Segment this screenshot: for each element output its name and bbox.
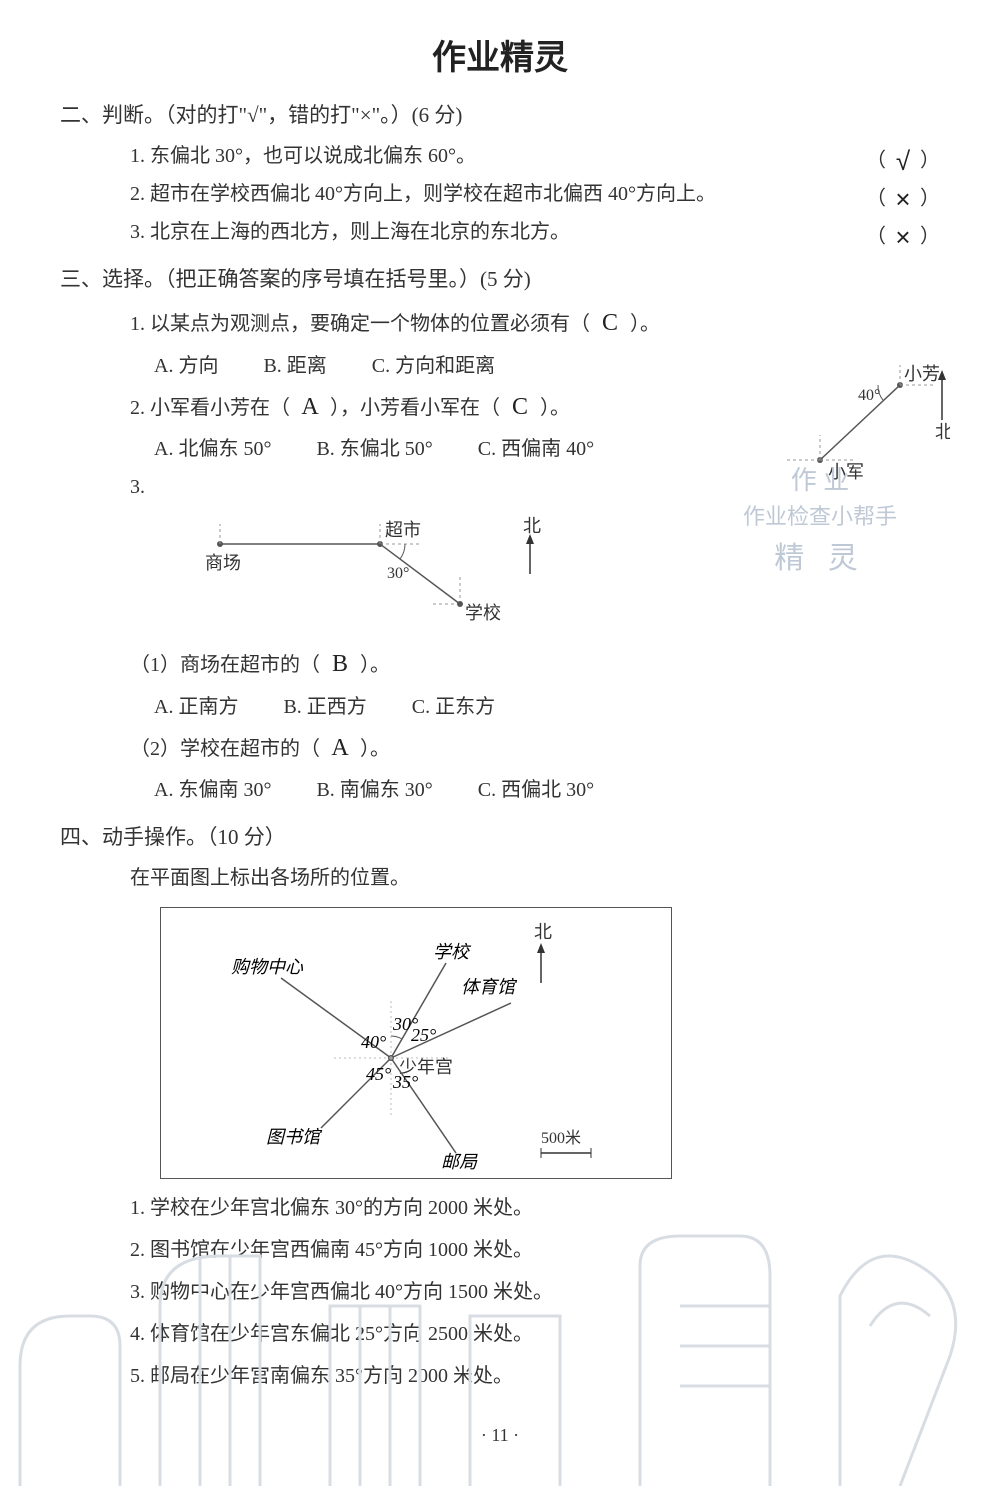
answer-mark: ×: [886, 213, 920, 262]
item-text: 图书馆在少年宫西偏南 45°方向 1000 米处。: [150, 1239, 533, 1261]
angle-label: 40°: [858, 387, 880, 404]
item-text: 小军看小芳在（: [150, 397, 290, 419]
xiaojun-label: 小军: [828, 462, 864, 482]
item-num: 1.: [130, 313, 145, 335]
opt-a: A. 正南方: [154, 688, 238, 726]
section-3-title: 三、选择。（把正确答案的序号填在括号里。）(5 分): [60, 263, 940, 293]
opt-b: B. 东偏北 50°: [316, 430, 432, 468]
opt-c: C. 正东方: [412, 688, 495, 726]
item-num: 2.: [130, 183, 145, 205]
section-2-title: 二、判断。（对的打"√"，错的打"×"。）(6 分): [60, 99, 940, 129]
post-label: 邮局: [441, 1152, 478, 1172]
xiaofang-label: 小芳: [904, 364, 940, 384]
s3-q3: 3. 30° 商场 超: [130, 468, 940, 809]
north-label: 北: [534, 922, 552, 942]
sub-label: （1）商场在超市的（: [130, 654, 320, 676]
opt-c: C. 西偏南 40°: [478, 430, 594, 468]
item-num: 5.: [130, 1365, 145, 1387]
opt-a: A. 北偏东 50°: [154, 430, 271, 468]
page-number: · 11 ·: [60, 1425, 940, 1446]
q2-diagram: 40° 小芳 小军 北: [760, 360, 950, 523]
s2-item-1: 1. 东偏北 30°，也可以说成北偏东 60°。 （√）: [130, 137, 940, 175]
compass-svg: 少年宫 北 500米 学校 体育馆 购物中心: [161, 908, 671, 1178]
section-2-items: 1. 东偏北 30°，也可以说成北偏东 60°。 （√） 2. 超市在学校西偏北…: [130, 137, 940, 251]
paren: （×）: [866, 213, 940, 262]
xuexiao-label: 学校: [465, 603, 501, 623]
answer-mark: A: [295, 385, 325, 431]
list-item: 2. 图书馆在少年宫西偏南 45°方向 1000 米处。: [130, 1231, 940, 1269]
a45: 45°: [366, 1064, 391, 1084]
item-text: 东偏北 30°，也可以说成北偏东 60°。: [150, 145, 476, 167]
options: A. 正南方 B. 正西方 C. 正东方: [154, 688, 940, 726]
tail: ）。: [360, 738, 390, 760]
opt-c: C. 西偏北 30°: [478, 771, 594, 809]
item-num: 3.: [130, 1281, 145, 1303]
library-label: 图书馆: [266, 1127, 323, 1147]
s2-item-2: 2. 超市在学校西偏北 40°方向上，则学校在超市北偏西 40°方向上。 （×）: [130, 175, 940, 213]
tail: ）。: [630, 313, 660, 335]
school-label: 学校: [433, 942, 472, 962]
north-label: 北: [935, 422, 950, 442]
chaoshi-label: 超市: [385, 520, 421, 540]
opt-a: A. 东偏南 30°: [154, 771, 271, 809]
item-text: 购物中心在少年宫西偏北 40°方向 1500 米处。: [150, 1281, 553, 1303]
page-root: 作业精灵 二、判断。（对的打"√"，错的打"×"。）(6 分) 1. 东偏北 3…: [0, 0, 1000, 1486]
section-4-title: 四、动手操作。（10 分）: [60, 821, 940, 851]
s4-list: 1. 学校在少年宫北偏东 30°的方向 2000 米处。 2. 图书馆在少年宫西…: [130, 1189, 940, 1395]
opt-b: B. 正西方: [283, 688, 366, 726]
mid: ），小芳看小军在（: [330, 397, 500, 419]
a35: 35°: [392, 1072, 418, 1092]
page-title: 作业精灵: [60, 30, 940, 79]
item-num: 3.: [130, 221, 145, 243]
item-text: 体育馆在少年宫东偏北 25°方向 2500 米处。: [150, 1323, 533, 1345]
compass-diagram: 少年宫 北 500米 学校 体育馆 购物中心: [160, 907, 672, 1179]
opt-b: B. 距离: [263, 347, 326, 385]
section-4-body: 在平面图上标出各场所的位置。 少年宫 北 500米 学校: [130, 859, 940, 1395]
tail: ）。: [360, 654, 390, 676]
s3-q3-sub1: （1）商场在超市的（ B ）。 A. 正南方 B. 正西方 C. 正东方: [130, 642, 940, 726]
answer-mark: C: [505, 385, 535, 431]
list-item: 1. 学校在少年宫北偏东 30°的方向 2000 米处。: [130, 1189, 940, 1227]
s2-item-3: 3. 北京在上海的西北方，则上海在北京的东北方。 （×）: [130, 213, 940, 251]
tail: ）。: [540, 397, 570, 419]
answer-mark: C: [595, 301, 625, 347]
s4-subtitle: 在平面图上标出各场所的位置。: [130, 859, 940, 897]
item-text: 北京在上海的西北方，则上海在北京的东北方。: [150, 221, 570, 243]
list-item: 5. 邮局在少年宫南偏东 35°方向 2000 米处。: [130, 1357, 940, 1395]
item-num: 1.: [130, 145, 145, 167]
options: A. 东偏南 30° B. 南偏东 30° C. 西偏北 30°: [154, 771, 940, 809]
q3-diagram: 30° 商场 超市 学校 北: [130, 514, 940, 634]
opt-c: C. 方向和距离: [372, 347, 495, 385]
gym-label: 体育馆: [461, 977, 518, 997]
opt-a: A. 方向: [154, 347, 218, 385]
list-item: 3. 购物中心在少年宫西偏北 40°方向 1500 米处。: [130, 1273, 940, 1311]
item-text: 超市在学校西偏北 40°方向上，则学校在超市北偏西 40°方向上。: [150, 183, 716, 205]
shangchang-label: 商场: [205, 553, 241, 573]
item-num: 2.: [130, 397, 145, 419]
q3-svg: 30° 商场 超市 学校 北: [130, 514, 630, 634]
list-item: 4. 体育馆在少年宫东偏北 25°方向 2500 米处。: [130, 1315, 940, 1353]
q2-svg: 40° 小芳 小军 北: [760, 360, 950, 510]
angle-label: 30°: [387, 565, 409, 582]
a40: 40°: [361, 1032, 386, 1052]
north-label: 北: [523, 516, 541, 536]
item-num: 3.: [130, 476, 145, 498]
item-text: 学校在少年宫北偏东 30°的方向 2000 米处。: [150, 1197, 533, 1219]
item-text: 邮局在少年宫南偏东 35°方向 2000 米处。: [150, 1365, 513, 1387]
a25: 25°: [411, 1025, 436, 1045]
item-num: 2.: [130, 1239, 145, 1261]
answer-mark: B: [325, 642, 355, 688]
answer-mark: A: [325, 726, 355, 772]
section-3-items: 1. 以某点为观测点，要确定一个物体的位置必须有（ C ）。 A. 方向 B. …: [130, 301, 940, 809]
shop-label: 购物中心: [231, 957, 304, 977]
item-text: 以某点为观测点，要确定一个物体的位置必须有（: [150, 313, 590, 335]
scale-label: 500米: [541, 1129, 581, 1147]
s3-q3-sub2: （2）学校在超市的（ A ）。 A. 东偏南 30° B. 南偏东 30° C.…: [130, 726, 940, 810]
opt-b: B. 南偏东 30°: [316, 771, 432, 809]
item-num: 4.: [130, 1323, 145, 1345]
sub-label: （2）学校在超市的（: [130, 738, 320, 760]
item-num: 1.: [130, 1197, 145, 1219]
